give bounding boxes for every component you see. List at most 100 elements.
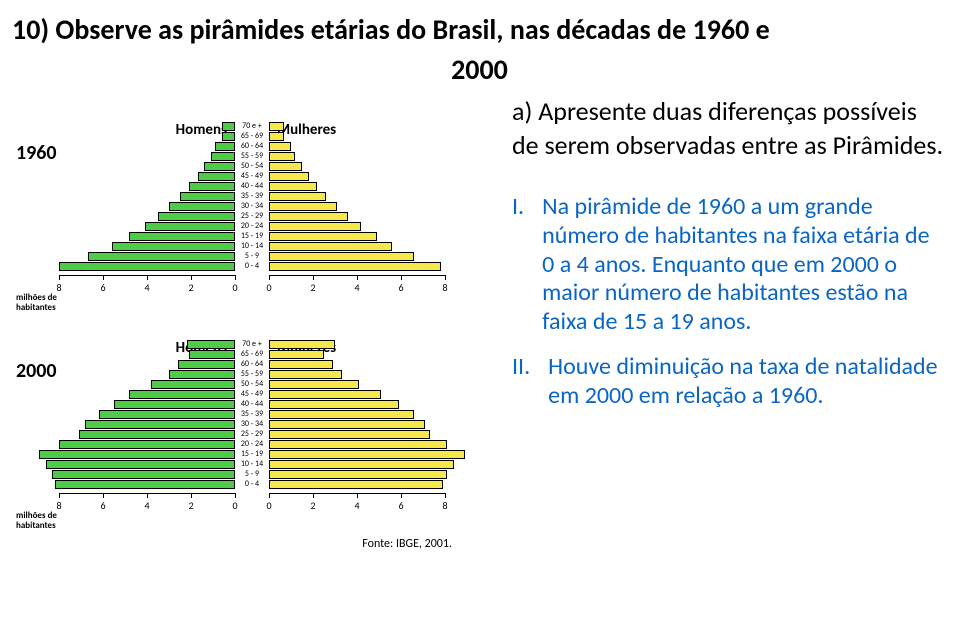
age-label: 20 - 24 — [235, 222, 269, 231]
bar-male — [114, 400, 235, 409]
age-row: 5 - 9 — [12, 251, 492, 261]
prompt-text: Apresente duas diferenças possíveis de s… — [512, 95, 943, 161]
bars-container: 70 e +65 - 6960 - 6455 - 5950 - 5445 - 4… — [12, 117, 492, 271]
age-row: 45 - 49 — [12, 389, 492, 399]
age-label: 35 - 39 — [235, 192, 269, 201]
bar-female — [269, 222, 361, 231]
age-label: 30 - 34 — [235, 202, 269, 211]
bar-female — [269, 410, 414, 419]
age-label: 60 - 64 — [235, 142, 269, 151]
tick-label: 4 — [354, 281, 359, 294]
age-label: 35 - 39 — [235, 410, 269, 419]
age-label: 50 - 54 — [235, 380, 269, 389]
answer-item: I.Na pirâmide de 1960 a um grande número… — [512, 193, 947, 337]
age-row: 30 - 34 — [12, 419, 492, 429]
bar-male — [158, 212, 235, 221]
age-row: 25 - 29 — [12, 429, 492, 439]
tick-label: 8 — [442, 281, 447, 294]
age-label: 65 - 69 — [235, 350, 269, 359]
age-label: 40 - 44 — [235, 182, 269, 191]
tick-label: 6 — [398, 499, 403, 512]
age-row: 65 - 69 — [12, 131, 492, 141]
age-row: 70 e + — [12, 339, 492, 349]
bar-female — [269, 152, 295, 161]
age-label: 65 - 69 — [235, 132, 269, 141]
age-label: 45 - 49 — [235, 172, 269, 181]
age-row: 55 - 59 — [12, 369, 492, 379]
bar-female — [269, 380, 359, 389]
bar-male — [145, 222, 235, 231]
bar-female — [269, 232, 377, 241]
age-row: 25 - 29 — [12, 211, 492, 221]
age-row: 35 - 39 — [12, 191, 492, 201]
age-row: 0 - 4 — [12, 479, 492, 489]
age-row: 20 - 24 — [12, 439, 492, 449]
bar-female — [269, 252, 414, 261]
age-row: 20 - 24 — [12, 221, 492, 231]
bar-male — [59, 440, 235, 449]
age-row: 45 - 49 — [12, 171, 492, 181]
bars-container: 70 e +65 - 6960 - 6455 - 5950 - 5445 - 4… — [12, 335, 492, 489]
age-row: 55 - 59 — [12, 151, 492, 161]
bar-male — [151, 380, 235, 389]
bar-female — [269, 142, 291, 151]
bar-female — [269, 390, 381, 399]
main-layout: 1960HomensMulheres70 e +65 - 6960 - 6455… — [12, 95, 947, 551]
age-row: 60 - 64 — [12, 141, 492, 151]
tick-label: 2 — [188, 499, 193, 512]
bar-male — [189, 182, 235, 191]
age-row: 50 - 54 — [12, 379, 492, 389]
bar-male — [85, 420, 235, 429]
age-row: 10 - 14 — [12, 459, 492, 469]
tick-label: 2 — [310, 499, 315, 512]
bar-female — [269, 350, 324, 359]
bar-male — [178, 360, 235, 369]
age-row: 40 - 44 — [12, 399, 492, 409]
x-axis: 0022446688milhões dehabitantes — [12, 491, 492, 531]
prompt: a) Apresente duas diferenças possíveis d… — [512, 95, 947, 163]
question-title-line2: 2000 — [12, 52, 947, 87]
x-axis: 0022446688milhões dehabitantes — [12, 273, 492, 313]
age-row: 0 - 4 — [12, 261, 492, 271]
bar-male — [222, 132, 235, 141]
bar-male — [52, 470, 235, 479]
tick-label: 4 — [354, 499, 359, 512]
tick-label: 6 — [100, 281, 105, 294]
pyramids-column: 1960HomensMulheres70 e +65 - 6960 - 6455… — [12, 95, 492, 551]
bar-male — [129, 390, 235, 399]
answer-num: II. — [512, 353, 530, 411]
age-row: 70 e + — [12, 121, 492, 131]
bar-male — [39, 450, 235, 459]
age-label: 0 - 4 — [235, 262, 269, 271]
age-label: 20 - 24 — [235, 440, 269, 449]
bar-male — [88, 252, 235, 261]
question-title-line1: 10) Observe as pirâmides etárias do Bras… — [12, 12, 947, 48]
age-row: 60 - 64 — [12, 359, 492, 369]
age-label: 55 - 59 — [235, 370, 269, 379]
age-label: 60 - 64 — [235, 360, 269, 369]
bar-female — [269, 132, 284, 141]
age-row: 15 - 19 — [12, 449, 492, 459]
age-row: 50 - 54 — [12, 161, 492, 171]
axis-unit: milhões dehabitantes — [16, 293, 57, 313]
tick-label: 0 — [266, 499, 271, 512]
tick-label: 8 — [442, 499, 447, 512]
bar-female — [269, 242, 392, 251]
age-label: 10 - 14 — [235, 460, 269, 469]
bar-female — [269, 212, 348, 221]
answer-item: II.Houve diminuição na taxa de natalidad… — [512, 353, 947, 411]
age-label: 70 e + — [235, 340, 269, 349]
tick-label: 8 — [56, 281, 61, 294]
tick-label: 6 — [100, 499, 105, 512]
bar-male — [187, 340, 235, 349]
bar-male — [79, 430, 235, 439]
bar-female — [269, 440, 447, 449]
tick-label: 4 — [144, 499, 149, 512]
age-row: 40 - 44 — [12, 181, 492, 191]
tick-label: 8 — [56, 499, 61, 512]
age-row: 30 - 34 — [12, 201, 492, 211]
bar-female — [269, 122, 284, 131]
age-row: 15 - 19 — [12, 231, 492, 241]
answer-num: I. — [512, 193, 524, 337]
prompt-letter: a) — [512, 95, 532, 127]
